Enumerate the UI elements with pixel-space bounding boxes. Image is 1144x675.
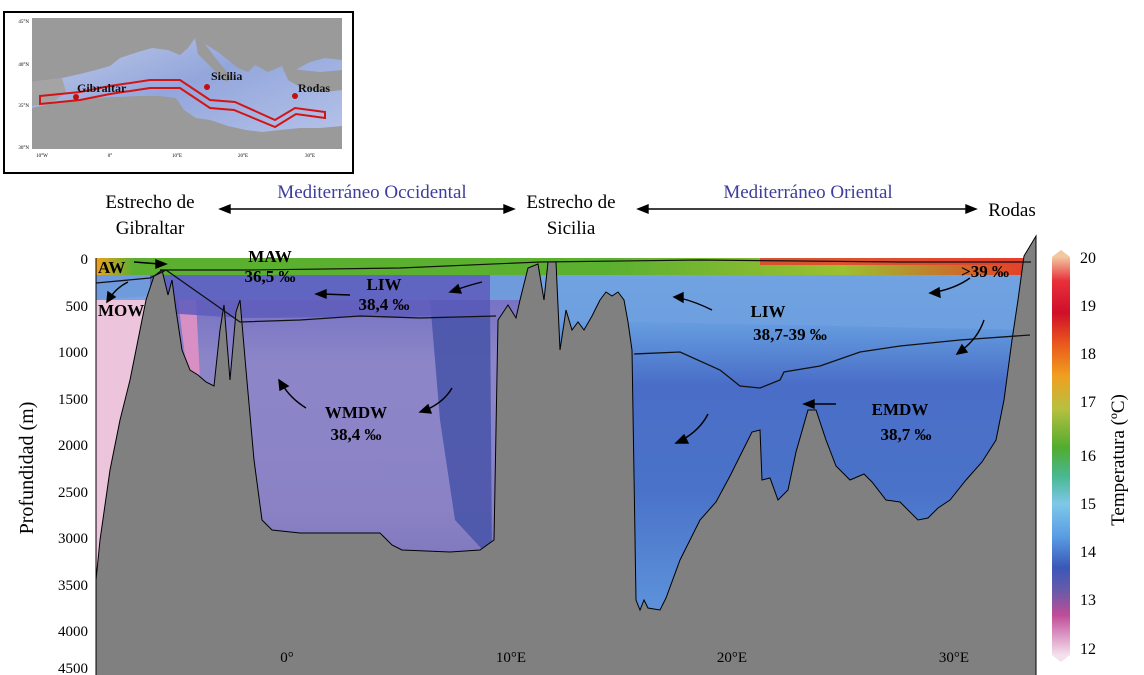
inset-label-rodas: Rodas	[298, 81, 330, 95]
water-mass-emdw: EMDW	[872, 400, 929, 419]
inset-dot-gibraltar	[73, 94, 79, 100]
colorbar-tick: 14	[1080, 544, 1096, 561]
inset-label-sicilia: Sicilia	[211, 69, 242, 83]
colorbar-tick: 13	[1080, 592, 1096, 609]
liw-east-arrow-3	[955, 319, 985, 355]
liw-east-arrow-1	[672, 291, 713, 311]
inset-land-europe	[32, 18, 342, 82]
colorbar-label: Temperatura (ºC)	[1108, 394, 1129, 526]
liw-west-arrow-1	[314, 288, 351, 300]
water-mass-maw-value: 36,5 ‰	[245, 267, 296, 286]
left-strait-line2: Gibraltar	[116, 218, 185, 239]
temperature-section: AW MOW MAW 36,5 ‰ LIW 38,4 ‰ WMDW 38,4 ‰…	[16, 234, 1037, 675]
east-deep-arrow	[674, 413, 709, 444]
colorbar-tick: 20	[1080, 250, 1096, 267]
water-mass-liw-west-value: 38,4 ‰	[359, 295, 410, 314]
liw-west-arrow-2	[448, 281, 483, 294]
inset-label-gibraltar: Gibraltar	[77, 81, 127, 95]
y-tick-label: 1000	[58, 345, 88, 361]
colorbar-tick: 12	[1080, 641, 1096, 658]
colorbar-gradient	[1052, 257, 1070, 655]
y-tick-label: 1500	[58, 392, 88, 408]
aw-inflow-arrow	[133, 258, 168, 270]
inset-lon-tick: 10°W	[36, 154, 48, 159]
seafloor-bathymetry	[95, 234, 1037, 675]
colorbar-tick: 15	[1080, 496, 1096, 513]
basin-west-label: Mediterráneo Occidental	[277, 182, 466, 203]
water-mass-aw: AW	[98, 258, 125, 277]
alboran-pink-core	[178, 300, 200, 380]
right-place-label: Rodas	[988, 200, 1036, 221]
water-mass-mow: MOW	[98, 301, 144, 320]
inset-lon-tick: 30°E	[305, 154, 315, 159]
inset-lon-tick: 10°E	[172, 154, 182, 159]
inset-lat-tick: 35°N	[18, 104, 29, 109]
water-mass-wmdw-value: 38,4 ‰	[331, 425, 382, 444]
y-tick-label: 2500	[58, 485, 88, 501]
colorbar-tick: 17	[1080, 394, 1096, 411]
mow-outflow-arrow	[106, 281, 129, 304]
y-tick-label: 0	[81, 252, 89, 268]
inset-lat-tick: 30°N	[18, 146, 29, 151]
inset-land-italy	[195, 38, 232, 82]
colorbar-top-cap	[1052, 250, 1070, 257]
x-tick-label: 0°	[280, 650, 294, 666]
x-tick-label: 20°E	[717, 650, 747, 666]
water-mass-surface-east: >39 ‰	[961, 262, 1009, 281]
y-tick-label: 2000	[58, 438, 88, 454]
liw-east-arrow-2	[928, 277, 971, 299]
y-axis-label: Profundidad (m)	[16, 402, 38, 535]
interface-line-west	[95, 269, 497, 323]
basin-east-label: Mediterráneo Oriental	[723, 182, 892, 203]
inset-lat-tick: 45°N	[18, 20, 29, 25]
flow-arrows	[106, 258, 985, 444]
water-mass-liw-east: LIW	[751, 302, 786, 321]
inset-dot-rodas	[292, 93, 298, 99]
y-tick-label: 500	[66, 299, 89, 315]
y-tick-label: 3500	[58, 578, 88, 594]
water-mass-maw: MAW	[248, 247, 291, 266]
inset-land-africa	[32, 96, 342, 149]
wmdw-arrow-right	[418, 387, 453, 414]
y-tick-label: 4000	[58, 624, 88, 640]
temperature-colorbar: 20 19 18 17 16 15 14 13 12 Temperatura (…	[1052, 250, 1129, 662]
y-tick-label: 3000	[58, 531, 88, 547]
colorbar-tick: 19	[1080, 298, 1096, 315]
inset-lon-tick: 20°E	[238, 154, 248, 159]
inset-land-anatolia	[282, 66, 342, 92]
inset-lon-tick: 0°	[108, 154, 113, 159]
water-mass-wmdw: WMDW	[325, 403, 387, 422]
basin-east-arrow	[636, 203, 978, 215]
x-tick-label: 30°E	[939, 650, 969, 666]
middle-strait-line1: Estrecho de	[526, 192, 615, 213]
left-strait-line1: Estrecho de	[105, 192, 194, 213]
water-mass-emdw-value: 38,7 ‰	[881, 425, 932, 444]
y-tick-label: 4500	[58, 661, 88, 675]
middle-strait-line2: Sicilia	[547, 218, 596, 239]
western-blue-pocket	[430, 300, 492, 560]
inset-map: Gibraltar Sicilia Rodas 45°N 40°N 35°N 3…	[3, 11, 354, 174]
interface-line-east	[633, 334, 1031, 389]
colorbar-bottom-cap	[1052, 655, 1070, 662]
water-mass-liw-east-value: 38,7-39 ‰	[753, 325, 827, 344]
inset-dot-sicilia	[204, 84, 210, 90]
section-header: Estrecho de Gibraltar Estrecho de Sicili…	[105, 182, 1035, 239]
inset-section-track	[39, 79, 326, 129]
colorbar-tick: 18	[1080, 346, 1096, 363]
basin-west-arrow	[218, 203, 516, 215]
wmdw-arrow-left	[278, 378, 307, 409]
water-mass-liw-west: LIW	[367, 275, 402, 294]
x-tick-label: 10°E	[496, 650, 526, 666]
surface-interface-line	[160, 259, 1031, 271]
emdw-arrow	[802, 398, 836, 410]
colorbar-tick: 16	[1080, 448, 1096, 465]
inset-lat-tick: 40°N	[18, 63, 29, 68]
